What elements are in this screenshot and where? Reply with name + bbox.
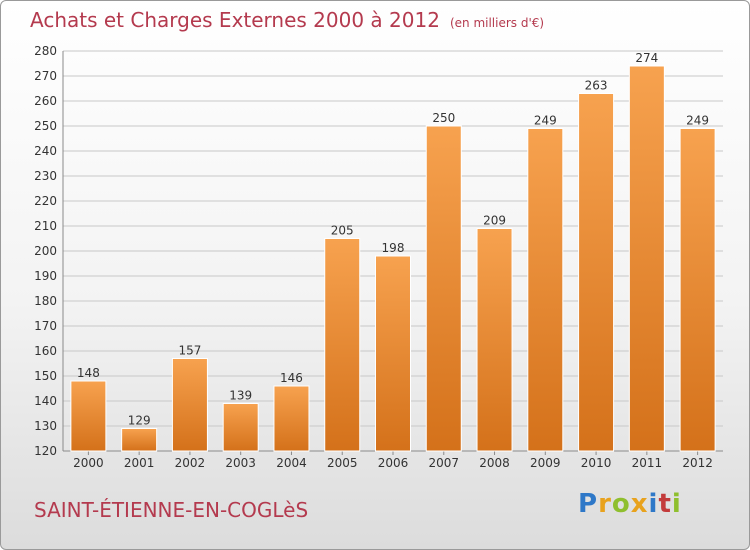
axes: 120 130 140 150 160 170 180 190 200 210 220 230 240 2… xyxy=(34,44,723,470)
bar-2012 xyxy=(679,128,716,452)
commune-name: SAINT-ÉTIENNE-EN-COGLèS xyxy=(34,498,309,522)
y-tick-label: 260 xyxy=(34,94,57,108)
y-tick-label: 200 xyxy=(34,244,57,258)
value-label-2002: 157 xyxy=(178,344,201,358)
y-tick-label: 270 xyxy=(34,69,57,83)
value-label-2003: 139 xyxy=(229,389,252,403)
bar-2004 xyxy=(273,385,310,452)
chart-title-text: Achats et Charges Externes 2000 à 2012 xyxy=(30,8,440,32)
x-tick-label-2007: 2007 xyxy=(428,456,459,470)
value-label-2009: 249 xyxy=(534,114,557,128)
logo-letter: P xyxy=(578,489,599,519)
value-label-2010: 263 xyxy=(585,79,608,93)
bar-2005 xyxy=(324,238,361,452)
y-tick-label: 280 xyxy=(34,44,57,58)
x-tick-label-2005: 2005 xyxy=(327,456,358,470)
value-label-2005: 205 xyxy=(331,224,354,238)
bar-2010 xyxy=(578,93,615,452)
x-tick-label-2010: 2010 xyxy=(581,456,612,470)
value-label-2004: 146 xyxy=(280,371,303,385)
bar-2007 xyxy=(425,125,462,452)
value-label-2000: 148 xyxy=(77,366,100,380)
logo-letter: r xyxy=(598,489,612,519)
proxiti-logo[interactable]: Proxiti xyxy=(578,489,682,519)
y-tick-label: 160 xyxy=(34,344,57,358)
y-tick-label: 220 xyxy=(34,194,57,208)
y-tick-label: 210 xyxy=(34,219,57,233)
y-tick-label: 190 xyxy=(34,269,57,283)
x-tick-label-2002: 2002 xyxy=(175,456,206,470)
value-label-2011: 274 xyxy=(635,51,658,65)
bar-2002 xyxy=(171,358,208,452)
x-tick-label-2000: 2000 xyxy=(73,456,104,470)
value-labels: 148 129 157 139 146 205 198 250 209 249 263 274 249 xyxy=(77,51,709,428)
y-tick-label: 180 xyxy=(34,294,57,308)
x-tick-label-2004: 2004 xyxy=(276,456,307,470)
logo-letter: i xyxy=(671,489,682,519)
bar-2006 xyxy=(375,255,411,452)
x-tick-label-2008: 2008 xyxy=(479,456,510,470)
y-tick-label: 170 xyxy=(34,319,57,333)
bar-2011 xyxy=(628,65,665,452)
y-tick-label: 240 xyxy=(34,144,57,158)
value-label-2012: 249 xyxy=(686,114,709,128)
x-tick-label-2009: 2009 xyxy=(530,456,561,470)
value-label-2008: 209 xyxy=(483,214,506,228)
y-tick-label: 120 xyxy=(34,444,57,458)
x-tick-label-2003: 2003 xyxy=(225,456,256,470)
x-tick-label-2012: 2012 xyxy=(682,456,713,470)
x-tick-label-2006: 2006 xyxy=(378,456,409,470)
bar-2000 xyxy=(70,380,107,452)
chart-title: Achats et Charges Externes 2000 à 2012 (e… xyxy=(30,8,544,32)
logo-letter: t xyxy=(658,489,672,519)
value-label-2001: 129 xyxy=(128,414,151,428)
y-tick-label: 130 xyxy=(34,419,57,433)
value-label-2007: 250 xyxy=(432,111,455,125)
y-tick-label: 250 xyxy=(34,119,57,133)
bars xyxy=(70,65,716,452)
logo-letter: o xyxy=(611,489,631,519)
bar-2003 xyxy=(222,403,259,452)
chart-unit: (en milliers d'€) xyxy=(449,16,545,30)
x-tick-label-2011: 2011 xyxy=(632,456,663,470)
y-tick-label: 140 xyxy=(34,394,57,408)
bar-2001 xyxy=(121,428,158,452)
bar-2009 xyxy=(527,128,564,452)
x-tick-label-2001: 2001 xyxy=(124,456,155,470)
y-tick-label: 230 xyxy=(34,169,57,183)
logo-letter: i xyxy=(648,489,659,519)
logo-letter: x xyxy=(630,489,649,519)
value-label-2006: 198 xyxy=(382,241,405,255)
y-tick-label: 150 xyxy=(34,369,57,383)
bar-2008 xyxy=(476,228,513,452)
